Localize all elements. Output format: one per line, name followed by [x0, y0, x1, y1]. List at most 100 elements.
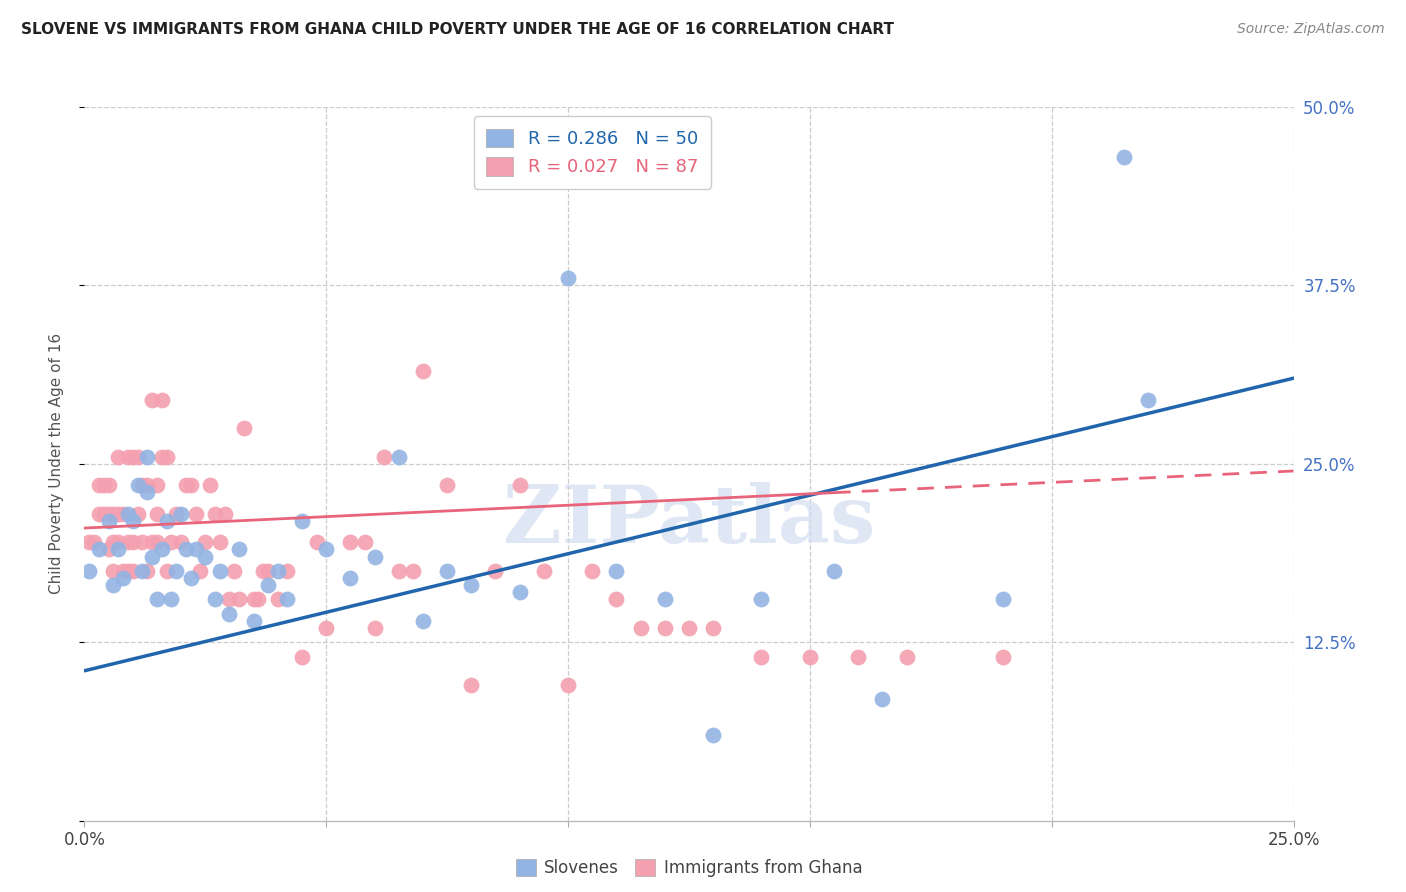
- Point: [460, 578, 482, 592]
- Point: [136, 564, 159, 578]
- Point: [77, 535, 100, 549]
- Point: [155, 450, 177, 464]
- Point: [141, 392, 163, 407]
- Point: [127, 478, 149, 492]
- Point: [107, 535, 129, 549]
- Point: [160, 535, 183, 549]
- Point: [141, 535, 163, 549]
- Point: [87, 507, 110, 521]
- Point: [150, 542, 173, 557]
- Point: [276, 592, 298, 607]
- Point: [155, 514, 177, 528]
- Point: [198, 478, 221, 492]
- Point: [509, 585, 531, 599]
- Point: [150, 392, 173, 407]
- Point: [267, 564, 290, 578]
- Point: [194, 549, 217, 564]
- Point: [97, 514, 120, 528]
- Point: [214, 507, 236, 521]
- Point: [872, 692, 894, 706]
- Point: [103, 578, 125, 592]
- Point: [165, 507, 187, 521]
- Point: [1114, 150, 1136, 164]
- Point: [228, 592, 250, 607]
- Point: [846, 649, 869, 664]
- Point: [702, 728, 724, 742]
- Point: [112, 564, 135, 578]
- Point: [141, 549, 163, 564]
- Point: [484, 564, 506, 578]
- Point: [165, 564, 187, 578]
- Point: [77, 564, 100, 578]
- Point: [224, 564, 246, 578]
- Y-axis label: Child Poverty Under the Age of 16: Child Poverty Under the Age of 16: [49, 334, 63, 594]
- Point: [291, 514, 314, 528]
- Point: [605, 564, 627, 578]
- Point: [799, 649, 821, 664]
- Point: [117, 450, 139, 464]
- Point: [136, 478, 159, 492]
- Point: [112, 571, 135, 585]
- Point: [103, 507, 125, 521]
- Point: [388, 450, 411, 464]
- Point: [218, 607, 240, 621]
- Point: [127, 450, 149, 464]
- Point: [190, 564, 212, 578]
- Point: [218, 592, 240, 607]
- Point: [557, 271, 579, 285]
- Point: [87, 478, 110, 492]
- Point: [136, 485, 159, 500]
- Point: [208, 564, 231, 578]
- Text: ZIPatlas: ZIPatlas: [503, 482, 875, 560]
- Point: [315, 621, 337, 635]
- Point: [402, 564, 425, 578]
- Point: [233, 421, 256, 435]
- Legend: Slovenes, Immigrants from Ghana: Slovenes, Immigrants from Ghana: [509, 852, 869, 884]
- Point: [131, 478, 153, 492]
- Point: [354, 535, 377, 549]
- Point: [242, 592, 264, 607]
- Point: [605, 592, 627, 607]
- Point: [993, 592, 1015, 607]
- Point: [184, 542, 207, 557]
- Point: [146, 507, 169, 521]
- Point: [121, 450, 143, 464]
- Point: [751, 649, 773, 664]
- Point: [276, 564, 298, 578]
- Point: [103, 564, 125, 578]
- Point: [460, 678, 482, 692]
- Point: [896, 649, 918, 664]
- Point: [146, 592, 169, 607]
- Point: [702, 621, 724, 635]
- Point: [291, 649, 314, 664]
- Point: [412, 364, 434, 378]
- Point: [257, 578, 280, 592]
- Point: [678, 621, 700, 635]
- Point: [97, 507, 120, 521]
- Point: [533, 564, 555, 578]
- Point: [436, 478, 458, 492]
- Point: [174, 478, 197, 492]
- Point: [557, 678, 579, 692]
- Point: [93, 507, 115, 521]
- Point: [180, 571, 202, 585]
- Point: [146, 478, 169, 492]
- Point: [184, 507, 207, 521]
- Point: [117, 507, 139, 521]
- Point: [204, 592, 226, 607]
- Point: [252, 564, 274, 578]
- Point: [228, 542, 250, 557]
- Point: [107, 507, 129, 521]
- Point: [112, 507, 135, 521]
- Point: [131, 535, 153, 549]
- Point: [654, 621, 676, 635]
- Point: [170, 535, 193, 549]
- Point: [107, 542, 129, 557]
- Point: [121, 514, 143, 528]
- Point: [97, 478, 120, 492]
- Point: [146, 535, 169, 549]
- Point: [83, 535, 105, 549]
- Point: [509, 478, 531, 492]
- Point: [339, 535, 361, 549]
- Point: [160, 592, 183, 607]
